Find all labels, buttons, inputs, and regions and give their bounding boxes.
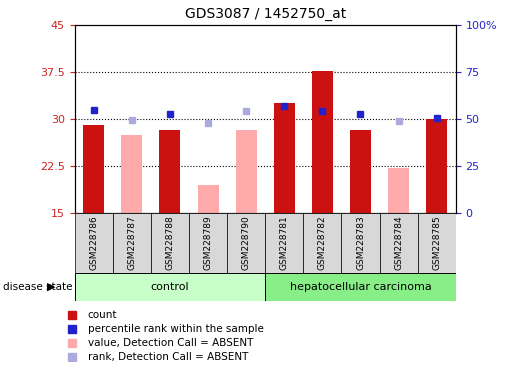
Text: GSM228782: GSM228782: [318, 215, 327, 270]
Text: GSM228783: GSM228783: [356, 215, 365, 270]
FancyBboxPatch shape: [151, 213, 189, 273]
FancyBboxPatch shape: [75, 273, 265, 301]
Text: GSM228790: GSM228790: [242, 215, 251, 270]
Bar: [160, 130, 180, 213]
Bar: [83, 125, 104, 213]
Text: GSM228786: GSM228786: [89, 215, 98, 270]
Text: disease state: disease state: [3, 282, 72, 292]
FancyBboxPatch shape: [303, 213, 341, 273]
Bar: [312, 71, 333, 213]
Title: GDS3087 / 1452750_at: GDS3087 / 1452750_at: [184, 7, 346, 21]
Text: ▶: ▶: [47, 282, 56, 292]
Text: GSM228781: GSM228781: [280, 215, 289, 270]
Text: value, Detection Call = ABSENT: value, Detection Call = ABSENT: [88, 338, 253, 348]
Text: percentile rank within the sample: percentile rank within the sample: [88, 324, 264, 334]
FancyBboxPatch shape: [341, 213, 380, 273]
Bar: [236, 130, 256, 213]
FancyBboxPatch shape: [265, 213, 303, 273]
Bar: [388, 168, 409, 213]
Bar: [122, 135, 142, 213]
FancyBboxPatch shape: [75, 213, 113, 273]
Text: hepatocellular carcinoma: hepatocellular carcinoma: [289, 282, 432, 292]
Text: GSM228789: GSM228789: [203, 215, 213, 270]
Text: rank, Detection Call = ABSENT: rank, Detection Call = ABSENT: [88, 352, 248, 362]
Text: GSM228785: GSM228785: [432, 215, 441, 270]
Text: count: count: [88, 310, 117, 320]
Bar: [426, 119, 447, 213]
FancyBboxPatch shape: [113, 213, 151, 273]
Text: GSM228784: GSM228784: [394, 215, 403, 270]
Bar: [274, 103, 295, 213]
Bar: [198, 185, 218, 213]
FancyBboxPatch shape: [227, 213, 265, 273]
FancyBboxPatch shape: [380, 213, 418, 273]
FancyBboxPatch shape: [418, 213, 456, 273]
Text: GSM228788: GSM228788: [165, 215, 175, 270]
Text: control: control: [150, 282, 189, 292]
FancyBboxPatch shape: [265, 273, 456, 301]
FancyBboxPatch shape: [189, 213, 227, 273]
Bar: [350, 130, 371, 213]
Text: GSM228787: GSM228787: [127, 215, 136, 270]
